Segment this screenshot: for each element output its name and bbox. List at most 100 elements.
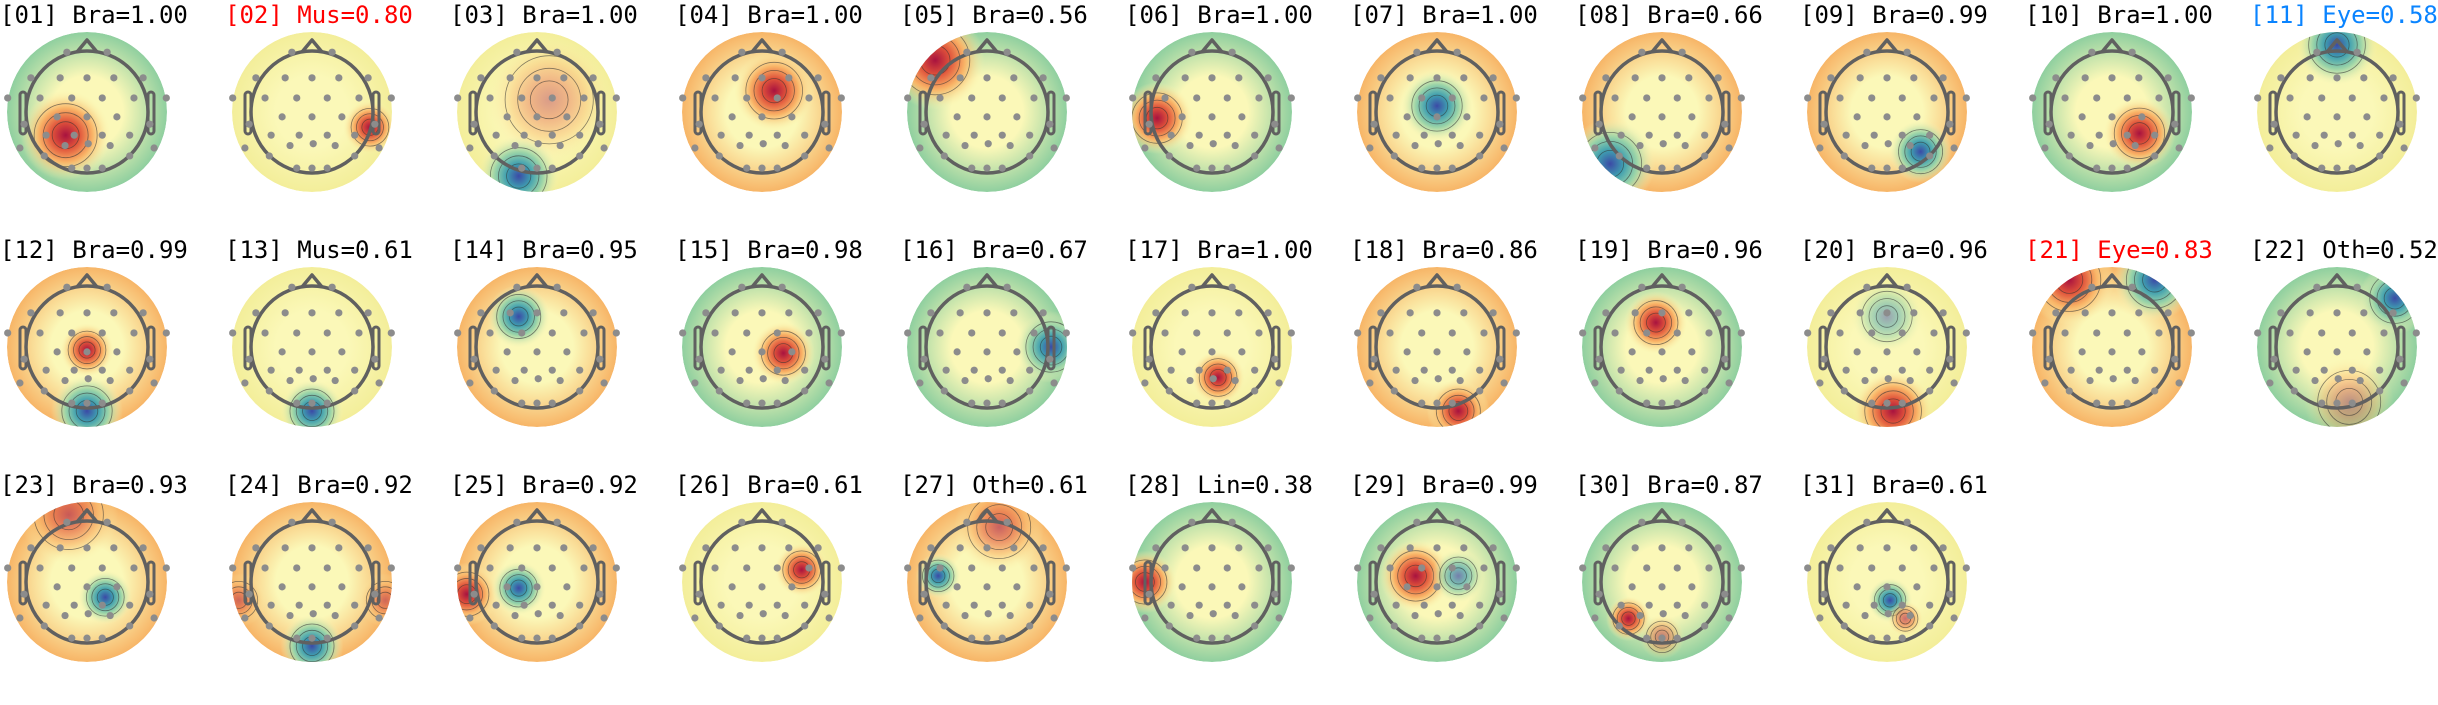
electrode	[695, 355, 703, 363]
map-background	[1132, 32, 1292, 192]
electrode	[1628, 113, 1636, 121]
electrode	[695, 590, 703, 598]
electrode	[1195, 131, 1203, 139]
contour-line	[2308, 32, 2366, 74]
electrode	[548, 164, 556, 172]
contour-line	[1439, 556, 1478, 596]
electrode	[2078, 113, 2086, 121]
component-topomap: [01] Bra=1.00	[0, 0, 225, 235]
electrode	[2086, 376, 2094, 385]
electrode	[1480, 94, 1488, 102]
electrode	[1512, 564, 1520, 572]
right-ear-icon	[2171, 325, 2181, 371]
electrode	[1884, 140, 1892, 148]
electrode	[1591, 379, 1599, 387]
electrode	[162, 94, 170, 102]
electrode	[728, 113, 736, 121]
electrode	[308, 113, 316, 121]
electrode	[1370, 120, 1378, 128]
electrode	[961, 141, 969, 150]
electrode	[2041, 379, 2049, 387]
electrode	[1223, 564, 1231, 572]
left-ear-icon	[1368, 560, 1378, 606]
electrode	[309, 375, 317, 383]
electrode	[679, 564, 687, 572]
electrode	[589, 74, 597, 82]
electrode	[1223, 329, 1231, 337]
electrode	[375, 379, 383, 387]
electrode	[1638, 283, 1646, 291]
component-topomap: [16] Bra=0.67	[900, 235, 1125, 470]
electrode	[968, 634, 976, 642]
electrode	[998, 564, 1006, 572]
electrode	[553, 518, 561, 526]
electrode	[758, 583, 766, 591]
electrode	[338, 348, 346, 356]
nose-icon	[2325, 38, 2349, 54]
electrode	[261, 329, 269, 337]
electrode	[351, 131, 359, 139]
contour-line	[787, 555, 816, 584]
electrode	[968, 564, 976, 572]
map-background	[682, 502, 842, 662]
electrode	[1883, 583, 1891, 591]
contour-line	[68, 392, 106, 427]
left-ear-icon	[468, 325, 478, 371]
scalp-map	[2029, 267, 2195, 427]
electrode	[1658, 544, 1666, 552]
electrode	[1453, 48, 1461, 56]
right-ear-icon	[1946, 325, 1956, 371]
electrode	[2333, 399, 2341, 407]
electrode	[983, 113, 991, 121]
electrode	[2348, 164, 2356, 172]
electrode	[691, 379, 699, 387]
electrode	[805, 329, 813, 337]
electrode	[1673, 564, 1681, 572]
component-topomap: [09] Bra=0.99	[1800, 0, 2025, 235]
electrode	[470, 590, 478, 598]
electrode	[1448, 601, 1456, 609]
electrode	[788, 583, 796, 591]
electrode	[323, 564, 331, 572]
electrode	[1251, 622, 1259, 630]
electrode	[1820, 355, 1828, 363]
electrode	[1460, 309, 1468, 317]
left-ear-icon	[1143, 90, 1153, 136]
electrode	[2164, 74, 2172, 82]
electrode	[758, 309, 766, 317]
electrode	[1631, 309, 1639, 317]
electrode	[1489, 544, 1497, 552]
electrode	[61, 376, 69, 385]
electrode	[2270, 120, 2278, 128]
electrode	[1129, 564, 1137, 572]
electrode	[778, 283, 786, 291]
electrode	[2065, 387, 2073, 395]
electrode	[743, 164, 751, 172]
component-title: [19] Bra=0.96	[1575, 236, 1763, 264]
electrode	[2313, 283, 2321, 291]
component-topomap: [02] Mus=0.80	[225, 0, 450, 235]
electrode	[1354, 94, 1362, 102]
electrode	[1853, 583, 1861, 591]
electrode	[1046, 590, 1054, 598]
electrode	[1804, 564, 1812, 572]
electrode	[2396, 355, 2404, 363]
electrode	[293, 634, 301, 642]
right-ear-icon	[371, 560, 381, 606]
electrode	[2292, 366, 2300, 374]
electrode	[1926, 387, 1934, 395]
electrode	[1861, 141, 1869, 150]
map-background	[1132, 267, 1292, 427]
left-ear-icon	[693, 560, 703, 606]
electrode	[1010, 309, 1018, 317]
electrode	[2171, 355, 2179, 363]
electrode	[805, 564, 813, 572]
electrode	[801, 131, 809, 139]
nose-icon	[1650, 38, 1674, 54]
electrode	[1898, 399, 1906, 407]
electrode	[56, 309, 64, 317]
nose-icon	[525, 508, 549, 524]
electrode	[1678, 48, 1686, 56]
electrode	[1231, 611, 1239, 620]
contour-line	[1025, 321, 1067, 373]
